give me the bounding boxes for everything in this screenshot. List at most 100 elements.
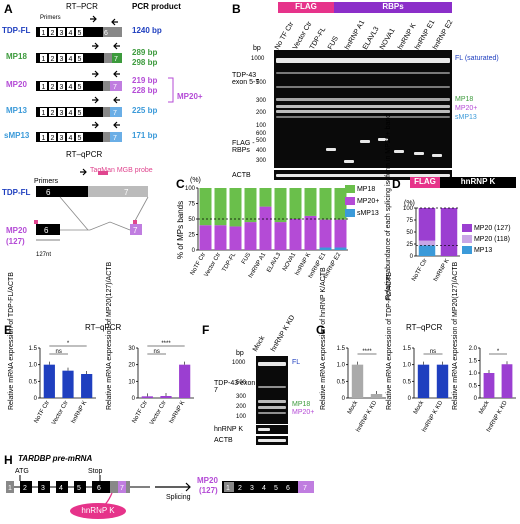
transcript-row: 1 2 3 4 5 6 bbox=[36, 15, 122, 37]
flag-marker-300: 300 bbox=[256, 158, 267, 164]
y-tick-label: 25 bbox=[406, 242, 413, 248]
flag-label: FLAG -RBPs bbox=[232, 140, 255, 154]
bar bbox=[417, 364, 430, 398]
bar-segment bbox=[418, 245, 436, 256]
row-label-actb: ACTB bbox=[214, 437, 233, 444]
primers-label: Primers bbox=[34, 178, 59, 185]
bar bbox=[160, 396, 172, 398]
gel-label: TDP-43 exon 5-7 bbox=[214, 380, 264, 394]
legend-swatch bbox=[462, 224, 472, 232]
y-tick-label: 0 bbox=[410, 254, 414, 260]
x-tick-label: Mock bbox=[413, 399, 426, 415]
svg-text:6: 6 bbox=[97, 485, 101, 492]
stacked-bar-chart: 0 25 50 75 100 NoTF Ctr hnRNP K bbox=[403, 206, 460, 283]
legend-swatch bbox=[345, 197, 355, 205]
y-tick-label: 1.5 bbox=[337, 346, 346, 352]
bar-segment bbox=[319, 247, 332, 250]
svg-text:3: 3 bbox=[60, 56, 64, 63]
flag-tag: FLAG bbox=[278, 2, 334, 13]
legend-label: MP20+ bbox=[356, 197, 380, 205]
svg-text:3: 3 bbox=[60, 84, 64, 91]
annotation-mp18: MP18 bbox=[455, 96, 474, 103]
panel-label: D bbox=[392, 177, 401, 191]
bar-segment bbox=[440, 208, 458, 256]
x-tick-label: NoTF Ctr bbox=[132, 400, 150, 424]
svg-text:2: 2 bbox=[51, 56, 55, 63]
y-tick-label: 1.5 bbox=[29, 346, 38, 352]
y-tick-label: 1.0 bbox=[29, 363, 38, 369]
flag-marker-600: 600 bbox=[256, 131, 267, 137]
bar-segment bbox=[289, 219, 302, 250]
svg-text:2: 2 bbox=[23, 485, 27, 492]
annotation-fl: FL (saturated) bbox=[455, 55, 499, 62]
legend-label: MP18 bbox=[356, 185, 376, 193]
bp-label: bp bbox=[236, 350, 244, 357]
y-tick-label: 0 bbox=[132, 396, 136, 402]
bar-segment bbox=[418, 208, 436, 241]
y-tick-label: 10 bbox=[128, 379, 135, 385]
row-label-mp13: MP13 bbox=[6, 106, 27, 115]
bar-segment bbox=[334, 247, 347, 250]
svg-text:2: 2 bbox=[51, 135, 55, 142]
svg-text:6: 6 bbox=[46, 188, 51, 197]
marker-1000: 1000 bbox=[251, 56, 265, 62]
product-mp13: 225 bp bbox=[132, 106, 158, 115]
y-tick-label: 0.5 bbox=[403, 379, 412, 385]
x-tick-label: TDP-FL bbox=[222, 251, 238, 273]
svg-text:3: 3 bbox=[60, 135, 64, 142]
y-tick-label: 0 bbox=[34, 396, 38, 402]
bar bbox=[483, 373, 495, 398]
legend-swatch bbox=[345, 185, 355, 193]
svg-text:3: 3 bbox=[41, 485, 45, 492]
bar-chart: 0 0.5 1.0 1.5 NoTF Ctr Vector Ctr hnRNP K ns * bbox=[29, 341, 96, 426]
svg-text:7: 7 bbox=[133, 226, 138, 235]
svg-text:5: 5 bbox=[78, 56, 82, 63]
y-tick-label: 100 bbox=[403, 206, 414, 212]
svg-text:4: 4 bbox=[69, 84, 73, 91]
taqman-probe-label: TaqMan MGB probe bbox=[90, 167, 153, 174]
svg-text:1: 1 bbox=[42, 30, 46, 37]
gel-image-actb bbox=[274, 170, 452, 180]
x-tick-label: Vector Ctr bbox=[149, 400, 168, 426]
y-tick-label: 1.0 bbox=[469, 371, 478, 377]
lane-label: FUS bbox=[326, 35, 340, 51]
legend-label: MP13 bbox=[473, 246, 493, 254]
legend-swatch bbox=[462, 246, 472, 254]
marker-200: 200 bbox=[256, 110, 267, 116]
qpcr-header: RT–qPCR bbox=[85, 323, 122, 332]
panel-label: C bbox=[176, 177, 185, 191]
panel-label: F bbox=[202, 323, 210, 337]
bar-chart: 0 10 20 30 NoTF Ctr Vector Ctr hnRNP K ns**** bbox=[128, 341, 194, 426]
svg-text:1: 1 bbox=[226, 485, 230, 492]
bar bbox=[370, 394, 383, 398]
annotation-smp13: sMP13 bbox=[455, 114, 477, 121]
svg-text:3: 3 bbox=[60, 30, 64, 37]
x-tick-label: NOVA1 bbox=[282, 251, 297, 272]
svg-text:5: 5 bbox=[78, 135, 82, 142]
significance-label: ns bbox=[430, 349, 436, 355]
gel-image-main bbox=[256, 356, 288, 424]
product-mp18-b: 298 bp bbox=[132, 58, 158, 67]
annotation-mp18: MP18 bbox=[292, 401, 311, 408]
y-tick-label: 50 bbox=[188, 217, 195, 223]
x-tick-label: FUS bbox=[241, 252, 252, 265]
transcript-diagram: 1 2 3 4 5 6 1 2 3 4 5 7 1 2 3 4 5 bbox=[36, 15, 174, 142]
significance-label: * bbox=[67, 341, 70, 347]
annotation-fl: FL bbox=[292, 359, 301, 366]
unit-label: (%) bbox=[190, 177, 201, 184]
atg-label: ATG bbox=[15, 468, 29, 475]
qpcr-header: RT–qPCR bbox=[406, 323, 443, 332]
row-label-tdp-fl: TDP-FL bbox=[2, 26, 31, 35]
transcript-row: 1 2 3 4 5 7 bbox=[36, 121, 122, 142]
x-tick-label: hnRNP K bbox=[71, 400, 89, 425]
svg-text:7: 7 bbox=[124, 188, 129, 197]
y-tick-label: 1.5 bbox=[403, 346, 412, 352]
lane-label: Mock bbox=[251, 335, 267, 353]
x-tick-label: Mock bbox=[347, 399, 360, 415]
product-mp18-a: 289 bp bbox=[132, 48, 158, 57]
y-tick-label: 75 bbox=[406, 218, 413, 224]
gel-image-flag bbox=[274, 130, 452, 168]
